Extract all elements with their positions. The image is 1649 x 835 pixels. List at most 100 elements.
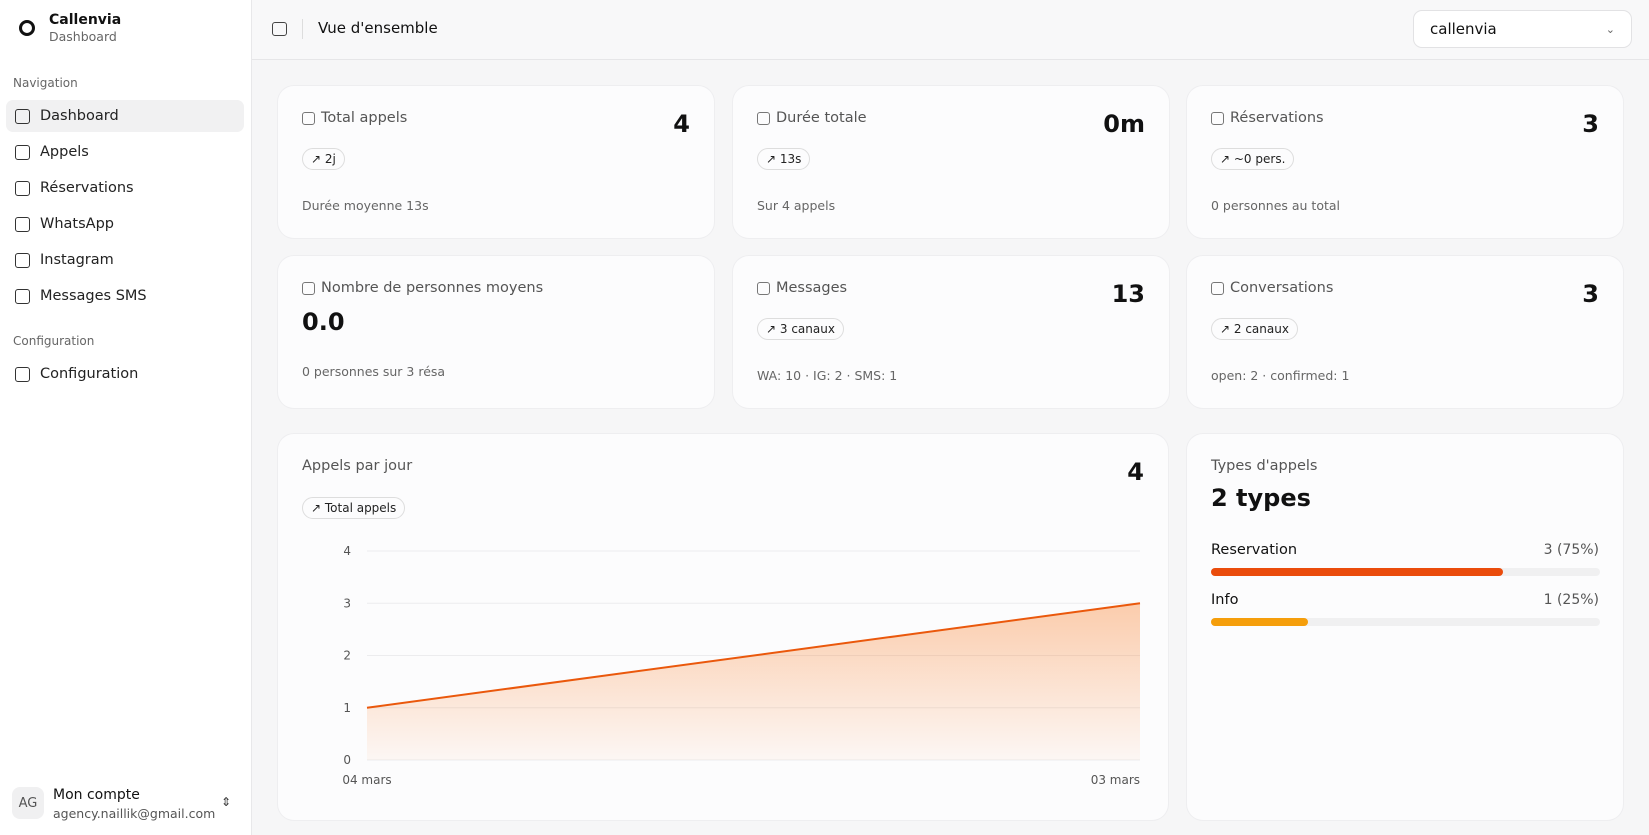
card-title: Réservations (1211, 110, 1324, 126)
nav-label: Instagram (40, 252, 114, 268)
line-chart: 0 1 2 3 4 04 mars 03 mars (342, 544, 1141, 787)
y-tick-label: 4 (343, 544, 351, 558)
card-note: Durée moyenne 13s (302, 198, 429, 213)
nav-icon (15, 288, 30, 304)
chart-card: Appels par jour 4 ↗ Total appels 0 1 2 3 4 04… (278, 434, 1168, 820)
card-note: Sur 4 appels (757, 198, 836, 213)
stat-card: Durée totale 0m ↗ 13s Sur 4 appels (733, 86, 1169, 238)
card-title-text: Total appels (321, 110, 408, 126)
page-title: Vue d'ensemble (318, 19, 438, 37)
brand: Callenvia (49, 12, 122, 28)
card-title: Messages (757, 280, 847, 296)
nav-icon (15, 180, 30, 196)
type-name: Reservation (1211, 542, 1298, 558)
account-name: Mon compte (53, 787, 140, 803)
stat-card: Messages 13 ↗ 3 canaux WA: 10 · IG: 2 · SMS… (733, 256, 1169, 408)
badge-text: 3 canaux (779, 322, 835, 336)
card-title-text: Réservations (1230, 110, 1324, 126)
types-summary: 2 types (1211, 484, 1311, 512)
card-icon (1211, 281, 1224, 295)
types-card: Types d'appels 2 types Reservation 3 (75%… (1187, 434, 1623, 820)
progress-bar (1211, 568, 1503, 576)
card-title: Conversations (1211, 280, 1333, 296)
card-icon (302, 281, 315, 295)
sidebar: Callenvia Dashboard Navigation Dashboard A… (0, 0, 252, 835)
account-toggle[interactable]: ⇕ (221, 795, 232, 809)
select[interactable]: callenvia ⌄ (1413, 10, 1632, 48)
nav-label: WhatsApp (40, 216, 114, 232)
card-badge: ↗ 3 canaux (757, 318, 844, 340)
select-value: callenvia (1430, 20, 1497, 38)
card-value: 13 (1111, 280, 1145, 308)
nav-item[interactable]: Configuration (6, 358, 244, 390)
badge-text: Total appels (324, 501, 397, 515)
nav-icon (15, 108, 30, 124)
nav-label: Messages SMS (40, 288, 147, 304)
card-icon (1211, 111, 1224, 125)
nav-item[interactable]: Instagram (6, 244, 244, 276)
type-label: 1 (25%) (1543, 592, 1599, 608)
stat-card: Réservations 3 ↗ ~0 pers. 0 personnes au to… (1187, 86, 1623, 238)
chart-total: 4 (1127, 458, 1144, 486)
card-icon (757, 111, 770, 125)
sidebar-toggle[interactable] (272, 22, 287, 36)
nav-icon (15, 144, 30, 160)
chart-title: Appels par jour (302, 458, 413, 474)
chart-badge: ↗ Total appels (302, 497, 406, 519)
card-icon (757, 281, 770, 295)
type-label: 3 (75%) (1543, 542, 1599, 558)
avatar: AG (12, 787, 44, 819)
nav-label: Réservations (40, 180, 134, 196)
badge-text: 2 canaux (1233, 322, 1289, 336)
progress-track (1211, 568, 1600, 576)
stat-card: Conversations 3 ↗ 2 canaux open: 2 · confir… (1187, 256, 1623, 408)
nav-label: Configuration (40, 366, 139, 382)
card-icon (302, 111, 315, 125)
nav-label: Dashboard (40, 108, 119, 124)
card-title-text: Conversations (1230, 280, 1334, 296)
y-tick-label: 3 (343, 596, 351, 610)
nav-item[interactable]: Réservations (6, 172, 244, 204)
card-value: 4 (673, 110, 690, 138)
card-note: 0 personnes sur 3 résa (302, 364, 446, 379)
nav-icon (15, 216, 30, 232)
y-tick-label: 2 (343, 649, 351, 663)
card-badge: ↗ 2j (302, 148, 345, 170)
y-tick-label: 1 (343, 701, 351, 715)
area (367, 603, 1140, 760)
x-tick-label: 04 mars (342, 773, 391, 787)
section-title: Navigation (13, 76, 78, 90)
nav-label: Appels (40, 144, 89, 160)
badge-text: ~0 pers. (1233, 152, 1286, 166)
progress-bar (1211, 618, 1309, 626)
card-value: 0.0 (302, 308, 345, 336)
progress-track (1211, 618, 1600, 626)
card-value: 3 (1582, 110, 1599, 138)
badge-text: 13s (779, 152, 802, 166)
chevron: ⌄ (1605, 22, 1615, 36)
types-title: Types d'appels (1211, 458, 1318, 474)
nav-item[interactable]: Appels (6, 136, 244, 168)
card-title-text: Durée totale (776, 110, 867, 126)
separator (302, 19, 303, 39)
card-note: open: 2 · confirmed: 1 (1211, 368, 1350, 383)
nav-icon (15, 252, 30, 268)
nav-item[interactable]: WhatsApp (6, 208, 244, 240)
nav-item[interactable]: Dashboard (6, 100, 244, 132)
card-title: Total appels (302, 110, 407, 126)
nav-icon (15, 366, 30, 382)
section-title: Configuration (13, 334, 95, 348)
type-name: Info (1211, 592, 1239, 608)
card-title-text: Messages (776, 280, 848, 296)
stat-card: Total appels 4 ↗ 2j Durée moyenne 13s (278, 86, 714, 238)
card-title: Durée totale (757, 110, 867, 126)
card-note: WA: 10 · IG: 2 · SMS: 1 (757, 368, 898, 383)
badge-text: 2j (324, 152, 336, 166)
y-tick-label: 0 (343, 753, 351, 767)
card-note: 0 personnes au total (1211, 198, 1341, 213)
card-badge: ↗ ~0 pers. (1211, 148, 1295, 170)
nav-item[interactable]: Messages SMS (6, 280, 244, 312)
brand-subtitle: Dashboard (49, 29, 117, 44)
card-title-text: Nombre de personnes moyens (321, 280, 544, 296)
